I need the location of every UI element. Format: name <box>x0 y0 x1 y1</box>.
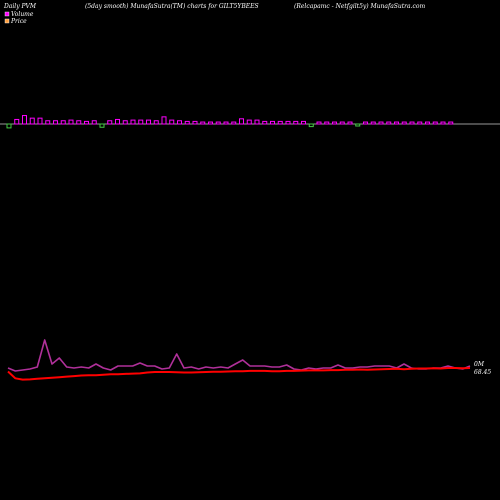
volume-bar <box>76 120 82 125</box>
volume-bar <box>192 120 198 125</box>
volume-bar <box>53 120 58 125</box>
volume-bar <box>277 120 283 125</box>
volume-bar <box>177 120 182 125</box>
header-center: (5day smooth) MunafaSutra(TM) charts for… <box>85 3 259 10</box>
volume-smooth-line <box>7 339 471 372</box>
volume-bar <box>339 121 345 125</box>
legend: Volume Price <box>4 11 34 25</box>
volume-bar <box>200 121 206 125</box>
volume-bar <box>14 118 20 125</box>
volume-bar <box>184 120 190 125</box>
volume-bar <box>432 121 438 125</box>
volume-bar <box>37 117 43 125</box>
volume-bar <box>223 121 229 125</box>
volume-bar <box>378 121 384 125</box>
volume-bar <box>417 121 423 125</box>
volume-bar <box>107 120 113 125</box>
header-left: Daily PVM <box>3 3 37 10</box>
volume-bar <box>293 120 299 125</box>
volume-bar <box>440 121 446 125</box>
volume-bar <box>122 120 128 125</box>
volume-bar <box>425 121 430 125</box>
header-right: (Relcapamc - Netfgilt5y) MunafaSutra.com <box>294 3 426 10</box>
volume-bar <box>285 120 291 125</box>
price-line <box>7 367 471 381</box>
volume-bar <box>60 120 66 125</box>
legend-price-label: Price <box>10 18 27 25</box>
volume-bar <box>68 119 74 125</box>
volume-bar <box>6 123 12 129</box>
volume-bar <box>215 121 221 125</box>
volume-bar <box>45 120 51 125</box>
volume-bar <box>146 119 151 125</box>
volume-bar <box>161 116 167 125</box>
volume-bar <box>363 121 368 125</box>
volume-bar <box>231 121 237 125</box>
volume-bar <box>308 123 314 128</box>
volume-bar <box>370 121 376 125</box>
volume-bar <box>91 120 97 125</box>
volume-bar <box>316 121 322 125</box>
volume-bar <box>246 119 252 125</box>
volume-bar <box>130 119 136 125</box>
volume-bars <box>6 115 454 129</box>
volume-bar <box>22 115 27 125</box>
volume-bar <box>208 121 213 125</box>
volume-bar <box>347 121 353 125</box>
legend-volume-label: Volume <box>11 11 34 18</box>
legend-price-swatch <box>4 18 10 24</box>
volume-bar <box>84 120 89 125</box>
volume-bar <box>448 121 454 125</box>
volume-bar <box>262 120 268 125</box>
volume-axis-label: 0M <box>474 361 485 368</box>
volume-bar <box>254 119 260 125</box>
volume-bar <box>169 119 175 125</box>
volume-bar <box>355 123 361 127</box>
volume-bar <box>99 123 105 128</box>
volume-bar <box>301 120 306 125</box>
volume-bar <box>153 120 159 125</box>
volume-bar <box>29 117 35 125</box>
volume-bar <box>270 120 275 125</box>
volume-bar <box>401 121 407 125</box>
legend-volume-swatch <box>4 11 10 17</box>
volume-bar <box>386 121 392 125</box>
volume-bar <box>409 121 415 125</box>
volume-bar <box>324 121 330 125</box>
volume-bar <box>115 118 120 125</box>
volume-bar <box>239 118 244 125</box>
price-label: 68.45 <box>474 369 491 376</box>
volume-bar <box>394 121 399 125</box>
volume-bar <box>138 119 144 125</box>
volume-bar <box>332 121 337 125</box>
